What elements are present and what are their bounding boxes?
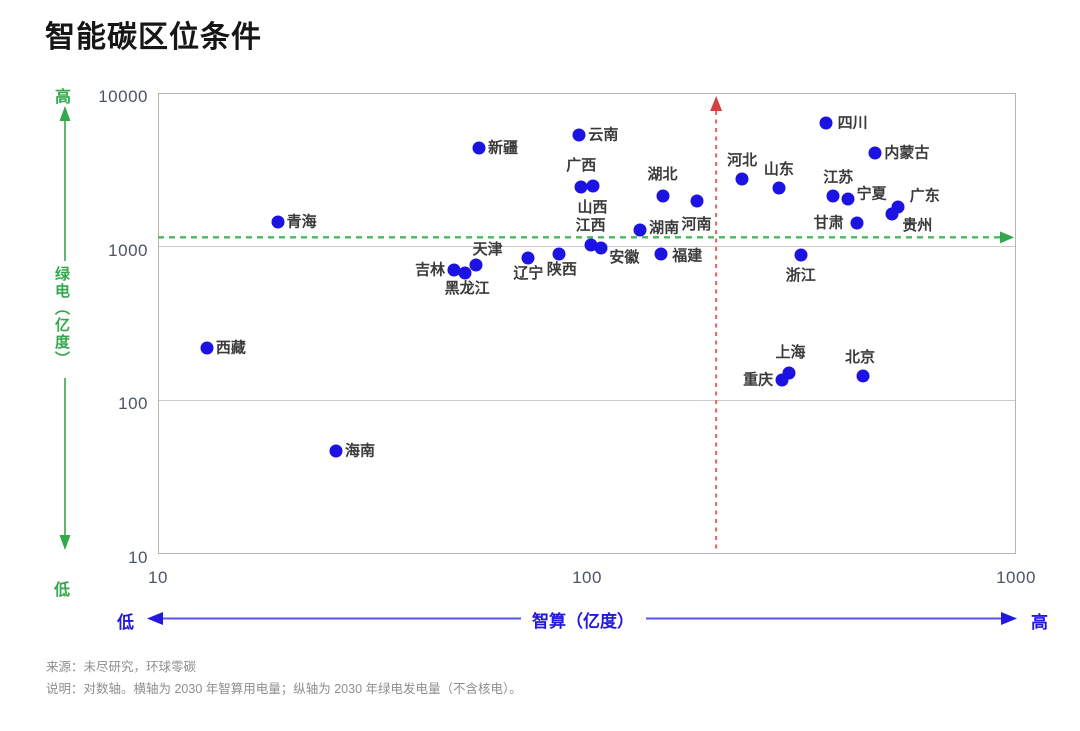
y-axis-up-arrowhead (59, 106, 71, 121)
y-axis-low-label: 低 (54, 582, 71, 599)
explanation-note: 说明：对数轴。横轴为 2030 年智算用电量；纵轴为 2030 年绿电发电量（不… (46, 682, 522, 696)
plot-area (158, 93, 1016, 554)
footer-notes: 来源：未尽研究，环球零碳 说明：对数轴。横轴为 2030 年智算用电量；纵轴为 … (46, 656, 522, 700)
y-axis-title: 绿电（亿度） (53, 266, 70, 368)
x-axis-low-label: 低 (117, 613, 134, 632)
source-note: 来源：未尽研究，环球零碳 (46, 660, 197, 674)
x-axis-title: 智算（亿度） (532, 612, 634, 631)
y-tick-1000: 1000 (108, 240, 148, 260)
y-tick-100: 100 (118, 394, 148, 414)
x-tick-10: 10 (148, 568, 168, 587)
x-tick-1000: 1000 (996, 568, 1036, 587)
y-tick-10: 10 (128, 548, 148, 567)
chart-title: 智能碳区位条件 (45, 21, 262, 54)
y-axis-down-arrowhead (59, 535, 71, 550)
x-axis-right-arrowhead (1001, 612, 1017, 625)
y-axis-high-label: 高 (55, 89, 72, 106)
x-axis-high-label: 高 (1031, 613, 1048, 632)
x-axis-left-arrowhead (147, 612, 163, 625)
y-tick-10000: 10000 (98, 87, 148, 106)
x-tick-100: 100 (572, 568, 602, 587)
